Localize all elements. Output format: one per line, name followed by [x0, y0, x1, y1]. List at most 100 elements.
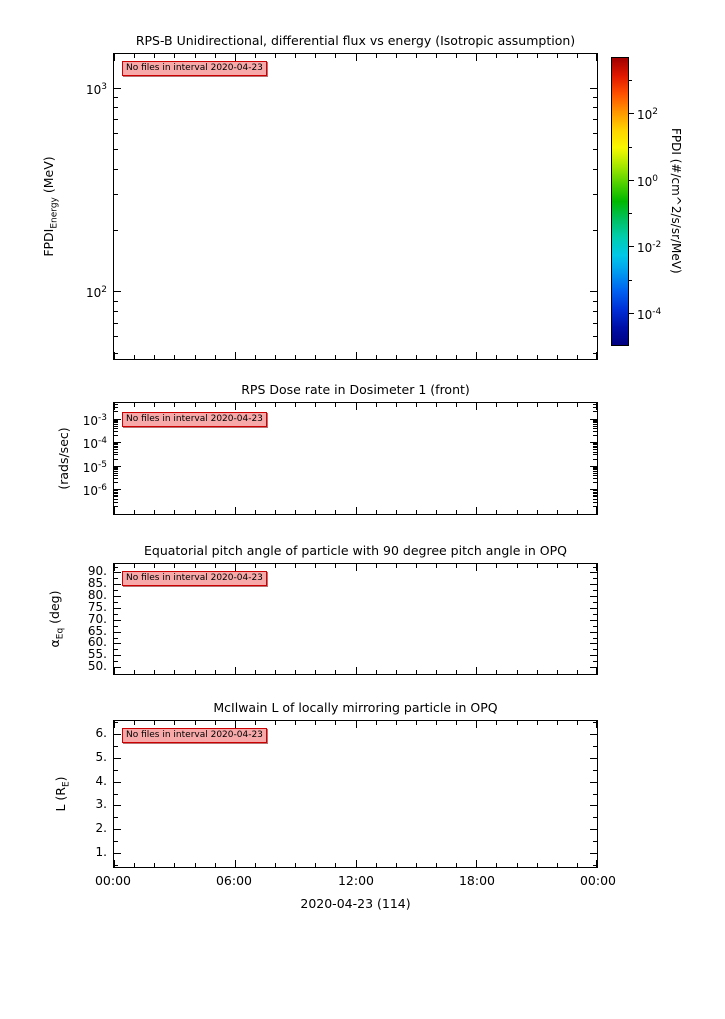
x-minor-tick [174, 863, 175, 867]
x-minor-tick [275, 670, 276, 674]
y-minor-tick [114, 468, 118, 469]
y-axis-label-flux: FPDIEnergy (MeV) [40, 53, 60, 360]
y-tick-label: 3. [95, 797, 107, 811]
y-minor-tick [114, 169, 118, 170]
x-minor-tick [436, 403, 437, 407]
x-tick [235, 564, 236, 571]
y-tick [114, 291, 121, 292]
y-tick [114, 655, 121, 656]
x-minor-tick [295, 355, 296, 359]
x-tick [235, 403, 236, 410]
x-minor-tick [315, 670, 316, 674]
x-minor-tick [195, 403, 196, 407]
no-data-badge-mcilwain: No files in interval 2020-04-23 [122, 728, 267, 743]
y-minor-tick [593, 428, 597, 429]
x-minor-tick [577, 863, 578, 867]
colorbar-minor-tick [629, 80, 632, 81]
y-minor-tick [593, 443, 597, 444]
y-tick-label: 10-4 [82, 436, 107, 451]
x-minor-tick [275, 403, 276, 407]
x-tick [356, 667, 357, 674]
x-minor-tick [335, 355, 336, 359]
x-minor-tick [557, 863, 558, 867]
x-minor-tick [396, 54, 397, 58]
x-tick [476, 860, 477, 867]
x-minor-tick [517, 355, 518, 359]
ylabel-sub: Energy [49, 197, 60, 229]
plot-area-flux [113, 53, 598, 360]
colorbar-axis-label: FPDI (#/cm^2/s/sr/MeV) [669, 128, 683, 274]
x-minor-tick [577, 510, 578, 514]
x-tick [114, 507, 115, 514]
y-tick [590, 758, 597, 759]
y-minor-tick [593, 567, 597, 568]
x-minor-tick [456, 721, 457, 725]
x-minor-tick [557, 721, 558, 725]
x-minor-tick [456, 510, 457, 514]
x-minor-tick [335, 721, 336, 725]
y-minor-tick [114, 475, 118, 476]
x-minor-tick [255, 670, 256, 674]
x-minor-tick [396, 721, 397, 725]
x-minor-tick [134, 670, 135, 674]
x-minor-tick [537, 355, 538, 359]
x-tick [235, 860, 236, 867]
x-minor-tick [376, 403, 377, 407]
y-minor-tick [114, 97, 118, 98]
y-minor-tick [114, 482, 118, 483]
y-tick-label: 103 [85, 82, 107, 97]
x-tick [235, 507, 236, 514]
x-minor-tick [537, 54, 538, 58]
x-tick [596, 507, 597, 514]
y-tick-label: 80. [87, 588, 107, 602]
x-minor-tick [275, 54, 276, 58]
y-minor-tick [593, 420, 597, 421]
y-minor-tick [593, 492, 597, 493]
y-tick-label: 6. [95, 726, 107, 740]
x-minor-tick [195, 54, 196, 58]
y-minor-tick [114, 638, 118, 639]
y-tick-label: 50. [87, 659, 107, 673]
y-minor-tick [593, 817, 597, 818]
y-minor-tick [114, 421, 118, 422]
y-minor-tick [593, 421, 597, 422]
y-tick [590, 584, 597, 585]
y-minor-tick [114, 336, 118, 337]
y-minor-tick [593, 449, 597, 450]
x-minor-tick [537, 863, 538, 867]
x-minor-tick [315, 510, 316, 514]
x-minor-tick [496, 510, 497, 514]
x-minor-tick [174, 403, 175, 407]
x-minor-tick [577, 54, 578, 58]
x-minor-tick [376, 863, 377, 867]
y-minor-tick [593, 638, 597, 639]
colorbar-tick-label: 10-2 [637, 240, 662, 255]
colorbar-tick-label: 102 [637, 107, 659, 122]
y-minor-tick [593, 454, 597, 455]
x-tick [356, 507, 357, 514]
x-tick-label: 18:00 [458, 873, 496, 888]
x-minor-tick [335, 54, 336, 58]
x-minor-tick [456, 355, 457, 359]
y-tick [114, 442, 121, 443]
y-minor-tick [593, 469, 597, 470]
x-minor-tick [436, 355, 437, 359]
x-minor-tick [154, 355, 155, 359]
x-minor-tick [376, 564, 377, 568]
y-tick [114, 88, 121, 89]
y-minor-tick [114, 661, 118, 662]
y-minor-tick [593, 626, 597, 627]
y-minor-tick [593, 323, 597, 324]
colorbar-tick-label: 100 [637, 174, 659, 189]
x-minor-tick [517, 510, 518, 514]
y-minor-tick [114, 794, 118, 795]
x-minor-tick [456, 54, 457, 58]
y-minor-tick [114, 454, 118, 455]
y-tick [590, 466, 597, 467]
x-tick [114, 860, 115, 867]
y-minor-tick [114, 411, 118, 412]
x-minor-tick [154, 403, 155, 407]
x-minor-tick [456, 403, 457, 407]
y-tick [114, 489, 121, 490]
x-minor-tick [335, 403, 336, 407]
